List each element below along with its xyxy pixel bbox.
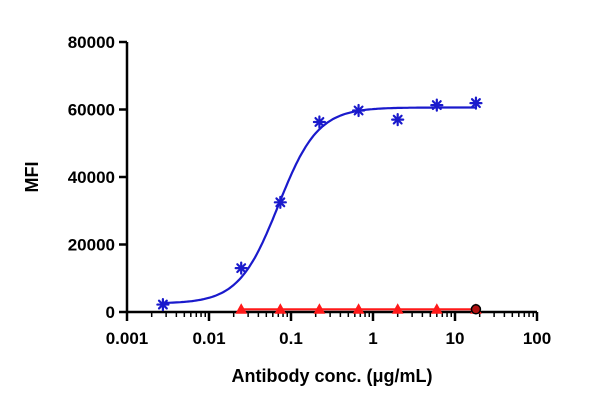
y-tick-label: 40000 [68,168,115,187]
asterisk-stroke [314,116,325,127]
series-1-point [430,98,444,112]
x-tick-label: 0.01 [192,329,225,348]
asterisk-stroke [353,105,364,116]
asterisk-stroke [157,299,168,310]
series-2-point [235,303,248,314]
series-2-point [274,303,287,314]
series-1-point [156,297,170,312]
series-2-point [430,303,443,314]
y-tick-label: 80000 [68,33,115,52]
asterisk-stroke [275,197,286,208]
asterisk-stroke [392,114,403,125]
x-tick-label: 100 [523,329,551,348]
series-1-point [234,261,248,275]
series-3-point [470,304,482,315]
series-1-point [273,195,287,209]
asterisk-stroke [431,100,442,111]
series-2-point [391,303,404,314]
y-tick-label: 20000 [68,236,115,255]
axes: 0 20000 40000 60000 80000 0.001 0.01 0.1 1 10 100 [68,33,551,348]
series-1-fit-curve [162,106,476,305]
x-tick-label: 10 [446,329,465,348]
series-1-point [351,103,366,118]
asterisk-stroke [470,98,481,109]
y-tick-label: 60000 [68,101,115,120]
x-tick-label: 1 [368,329,377,348]
series-1-point [312,115,327,129]
y-tick-label: 0 [106,303,115,322]
x-axis-title: Antibody conc. (μg/mL) [232,366,433,386]
series-1-point [469,96,483,110]
y-axis-title: MFI [22,162,42,193]
series-2-point [352,303,365,314]
x-tick-label: 0.001 [106,329,149,348]
x-tick-label: 0.1 [279,329,303,348]
series-1-point [391,113,405,127]
series-2-point [313,303,326,314]
asterisk-stroke [236,263,247,274]
series-layer [156,96,483,315]
